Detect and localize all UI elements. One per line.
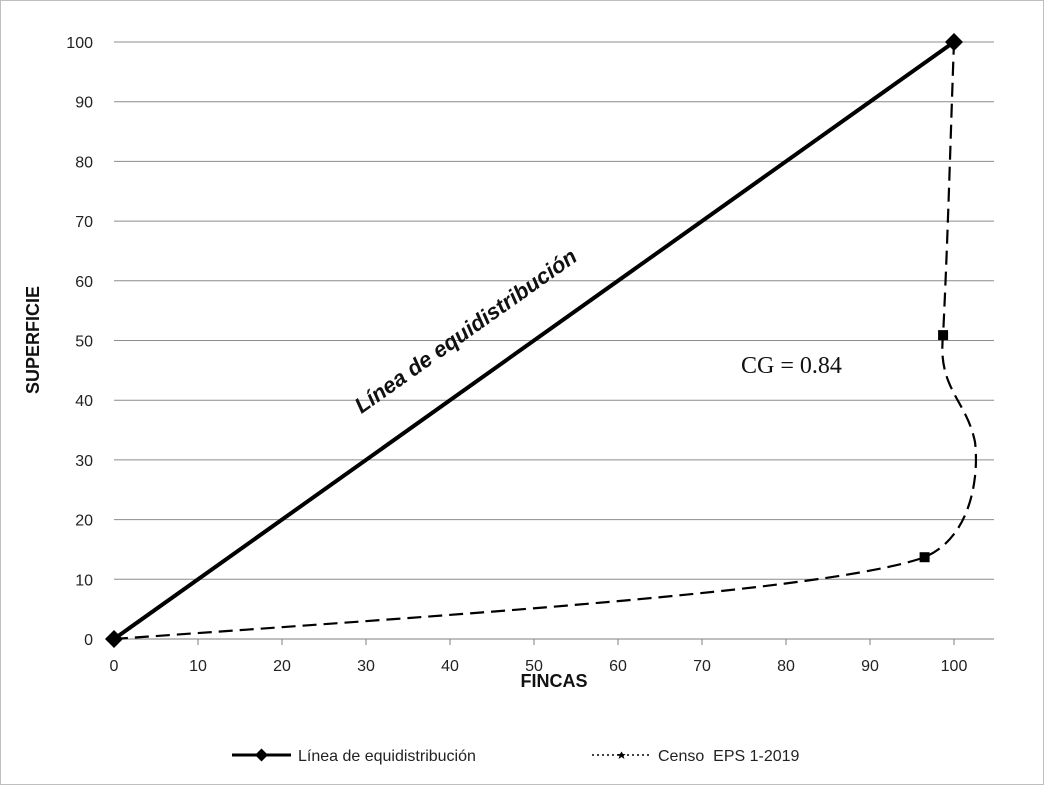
legend-star-marker: [617, 751, 626, 759]
x-tick-label-20: 20: [273, 658, 291, 675]
y-tick-label-20: 20: [75, 513, 93, 530]
marker-group: [105, 33, 963, 648]
censo-marker-1: [919, 552, 930, 563]
censo-marker-2: [938, 330, 949, 341]
gini-coefficient-annotation: CG = 0.84: [741, 353, 842, 379]
x-tick-label-60: 60: [609, 658, 627, 675]
legend: Línea de equidistribución Censo EPS 1-20…: [232, 748, 800, 765]
x-tick-label-40: 40: [441, 658, 459, 675]
y-tick-label-50: 50: [75, 334, 93, 351]
x-tick-label-0: 0: [110, 658, 119, 675]
y-axis-title: SUPERFICIE: [23, 286, 43, 394]
x-tick-label-90: 90: [861, 658, 879, 675]
series-line-censo: [113, 41, 978, 641]
y-tick-labels: 0 10 20 30 40 50 60 70 80 90 100: [66, 35, 93, 649]
y-tick-label-80: 80: [75, 154, 93, 171]
y-tick-label-30: 30: [75, 453, 93, 470]
series-group: [112, 40, 978, 641]
x-tick-label-10: 10: [189, 658, 207, 675]
x-tick-label-70: 70: [693, 658, 711, 675]
y-tick-label-60: 60: [75, 274, 93, 291]
grid-lines: [114, 41, 994, 580]
x-tick-labels: 0 10 20 30 40 50 60 70 80 90 100: [110, 658, 968, 675]
equidistribution-marker-1: [945, 33, 963, 51]
legend-label-censo: Censo EPS 1-2019: [658, 748, 800, 765]
axes: [113, 638, 994, 645]
x-tick-label-50: 50: [525, 658, 543, 675]
y-tick-label-90: 90: [75, 95, 93, 112]
legend-item-censo: Censo EPS 1-2019: [592, 748, 800, 765]
y-tick-label-70: 70: [75, 214, 93, 231]
y-tick-label-40: 40: [75, 393, 93, 410]
x-axis-title: FINCAS: [521, 671, 588, 691]
x-tick-label-100: 100: [941, 658, 968, 675]
y-tick-label-0: 0: [84, 632, 93, 649]
x-tick-label-30: 30: [357, 658, 375, 675]
x-tick-label-80: 80: [777, 658, 795, 675]
equidistribution-marker-0: [105, 630, 123, 648]
series-line-equidistribution: [112, 40, 956, 641]
legend-item-equidistribution: Línea de equidistribución: [232, 748, 476, 765]
legend-label-equidistribution: Línea de equidistribución: [298, 748, 476, 765]
y-tick-label-100: 100: [66, 35, 93, 52]
legend-diamond-marker: [255, 748, 268, 762]
y-tick-label-10: 10: [75, 572, 93, 589]
